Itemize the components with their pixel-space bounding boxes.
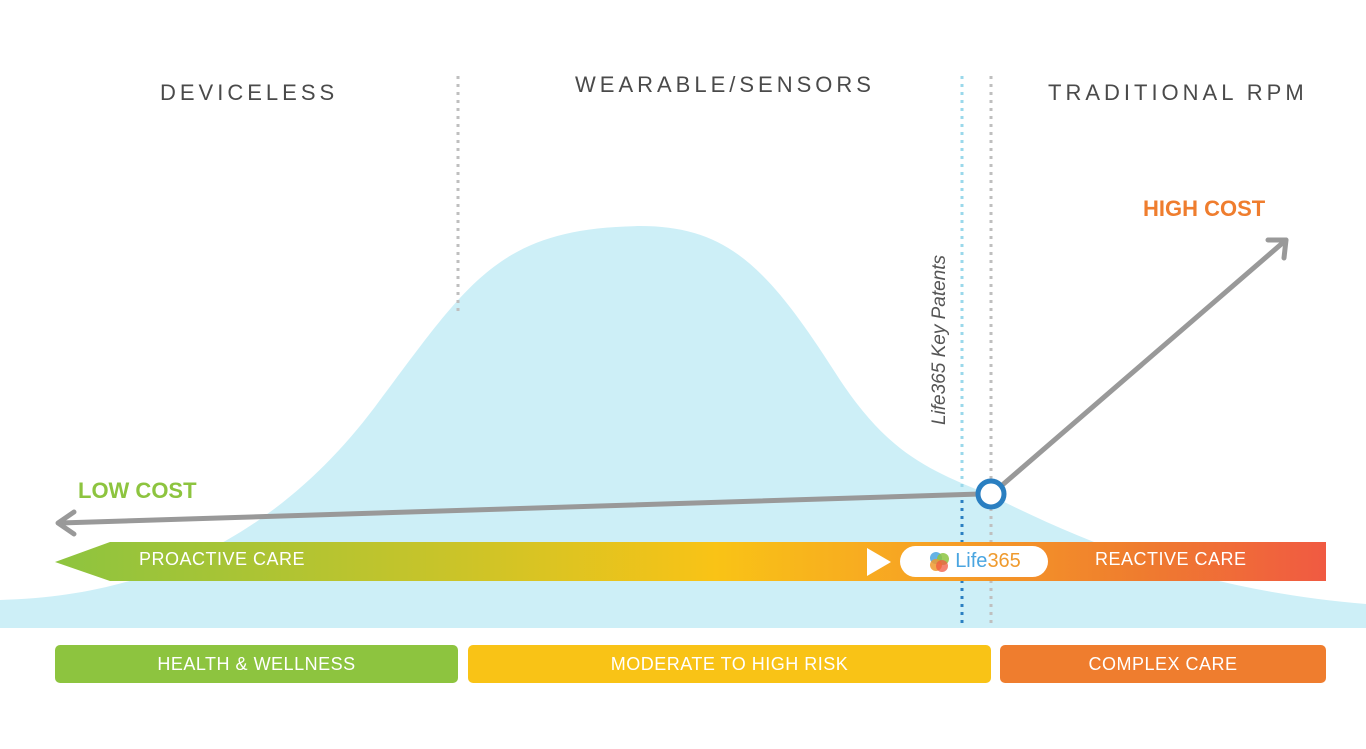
life365-logo-icon xyxy=(930,551,950,572)
proactive-care-label: PROACTIVE CARE xyxy=(139,549,306,569)
pivot-node xyxy=(975,478,1007,510)
segment-moderate-high-risk: MODERATE TO HIGH RISK xyxy=(468,645,991,683)
high-cost-arrowhead xyxy=(1265,237,1289,261)
key-patents-label: Life365 Key Patents xyxy=(929,254,950,426)
header-wearable-sensors: WEARABLE/SENSORS xyxy=(575,72,875,97)
play-triangle-icon xyxy=(867,548,891,576)
life365-logo-text: Life365 xyxy=(955,550,1021,572)
high-cost-label: HIGH COST xyxy=(1143,196,1266,221)
header-deviceless: DEVICELESS xyxy=(160,80,339,105)
low-cost-arrowhead xyxy=(55,509,77,537)
segment-health-wellness: HEALTH & WELLNESS xyxy=(55,645,458,683)
life365-logo: Life365 xyxy=(900,546,1048,577)
segment-complex-care: COMPLEX CARE xyxy=(1000,645,1326,683)
header-traditional-rpm: TRADITIONAL RPM xyxy=(1048,80,1308,105)
bell-curve-area xyxy=(0,226,1366,628)
low-cost-label: LOW COST xyxy=(78,478,197,503)
high-cost-arrow-line xyxy=(997,237,1289,490)
reactive-care-label: REACTIVE CARE xyxy=(1095,549,1247,569)
low-cost-arrow-line xyxy=(57,491,983,526)
